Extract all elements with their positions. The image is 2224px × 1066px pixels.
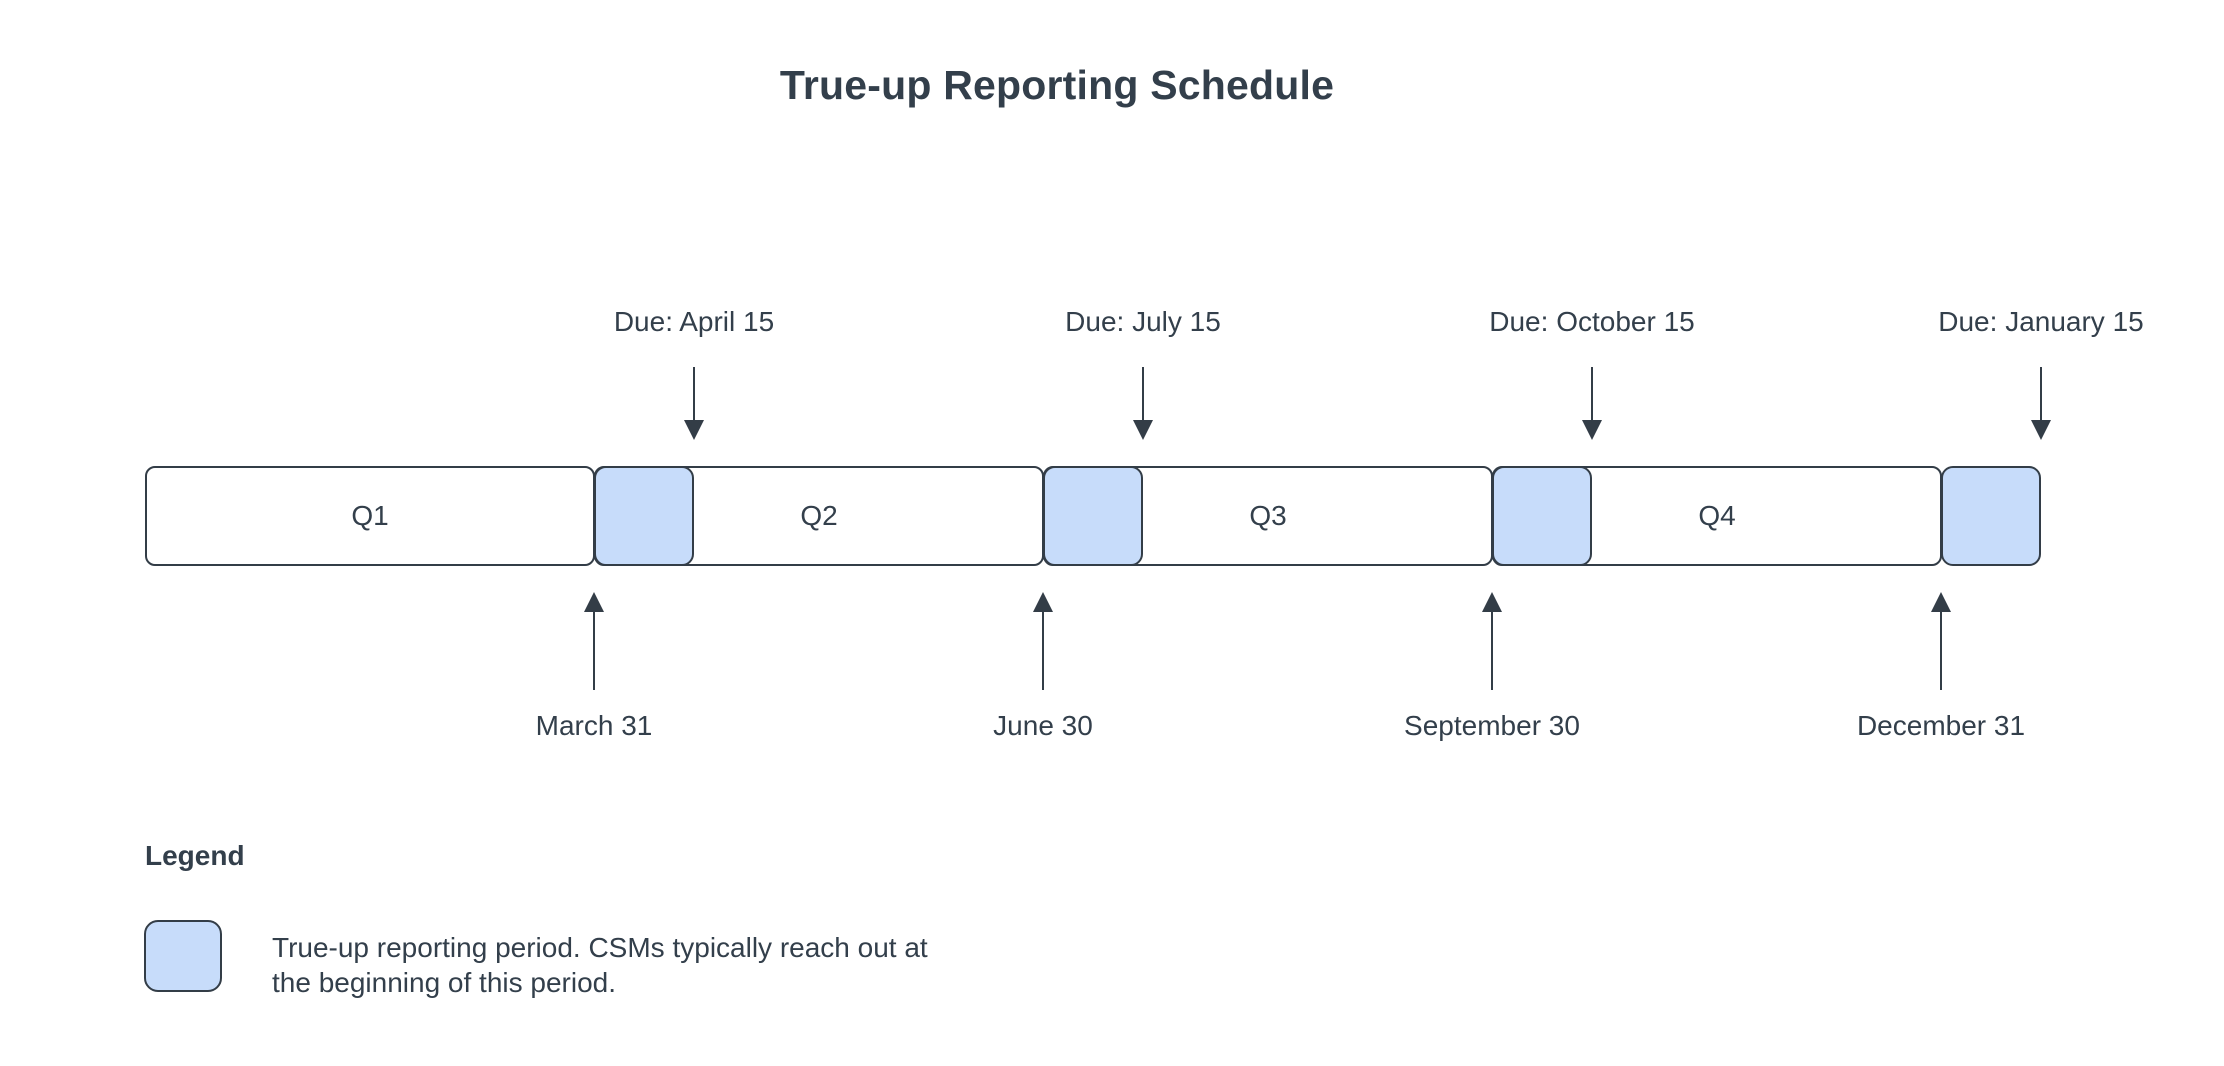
arrow-down-icon — [684, 367, 704, 440]
trueup-period-highlight-4 — [1941, 466, 2041, 566]
page-title: True-up Reporting Schedule — [779, 62, 1335, 108]
trueup-period-highlight-2 — [1043, 466, 1143, 566]
legend-title: Legend — [145, 840, 245, 871]
quarter-label: Q3 — [1249, 500, 1287, 531]
due-label-q4: Due: January 15 — [1938, 306, 2144, 337]
arrow-up-icon — [1033, 592, 1053, 690]
due-label-q1: Due: April 15 — [613, 306, 775, 337]
due-label-q3: Due: October 15 — [1489, 306, 1695, 337]
legend-swatch — [144, 920, 222, 992]
end-date-label-q2: June 30 — [993, 710, 1093, 741]
arrow-up-icon — [1482, 592, 1502, 690]
quarter-box-q1: Q1 — [145, 466, 595, 566]
trueup-period-highlight-3 — [1492, 466, 1592, 566]
legend-description: True-up reporting period. CSMs typically… — [272, 930, 928, 1000]
legend-description-line: the beginning of this period. — [272, 967, 617, 998]
arrow-down-icon — [1582, 367, 1602, 440]
arrow-down-icon — [2031, 367, 2051, 440]
arrow-up-icon — [1931, 592, 1951, 690]
quarter-label: Q2 — [800, 500, 838, 531]
end-date-label-q4: December 31 — [1856, 710, 2026, 741]
arrow-up-icon — [584, 592, 604, 690]
trueup-period-highlight-1 — [594, 466, 694, 566]
end-date-label-q1: March 31 — [535, 710, 653, 741]
due-label-q2: Due: July 15 — [1065, 306, 1221, 337]
arrow-down-icon — [1133, 367, 1153, 440]
legend-description-line: True-up reporting period. CSMs typically… — [272, 932, 928, 963]
end-date-label-q3: September 30 — [1404, 710, 1580, 741]
quarter-label: Q4 — [1698, 500, 1736, 531]
quarter-label: Q1 — [351, 500, 389, 531]
